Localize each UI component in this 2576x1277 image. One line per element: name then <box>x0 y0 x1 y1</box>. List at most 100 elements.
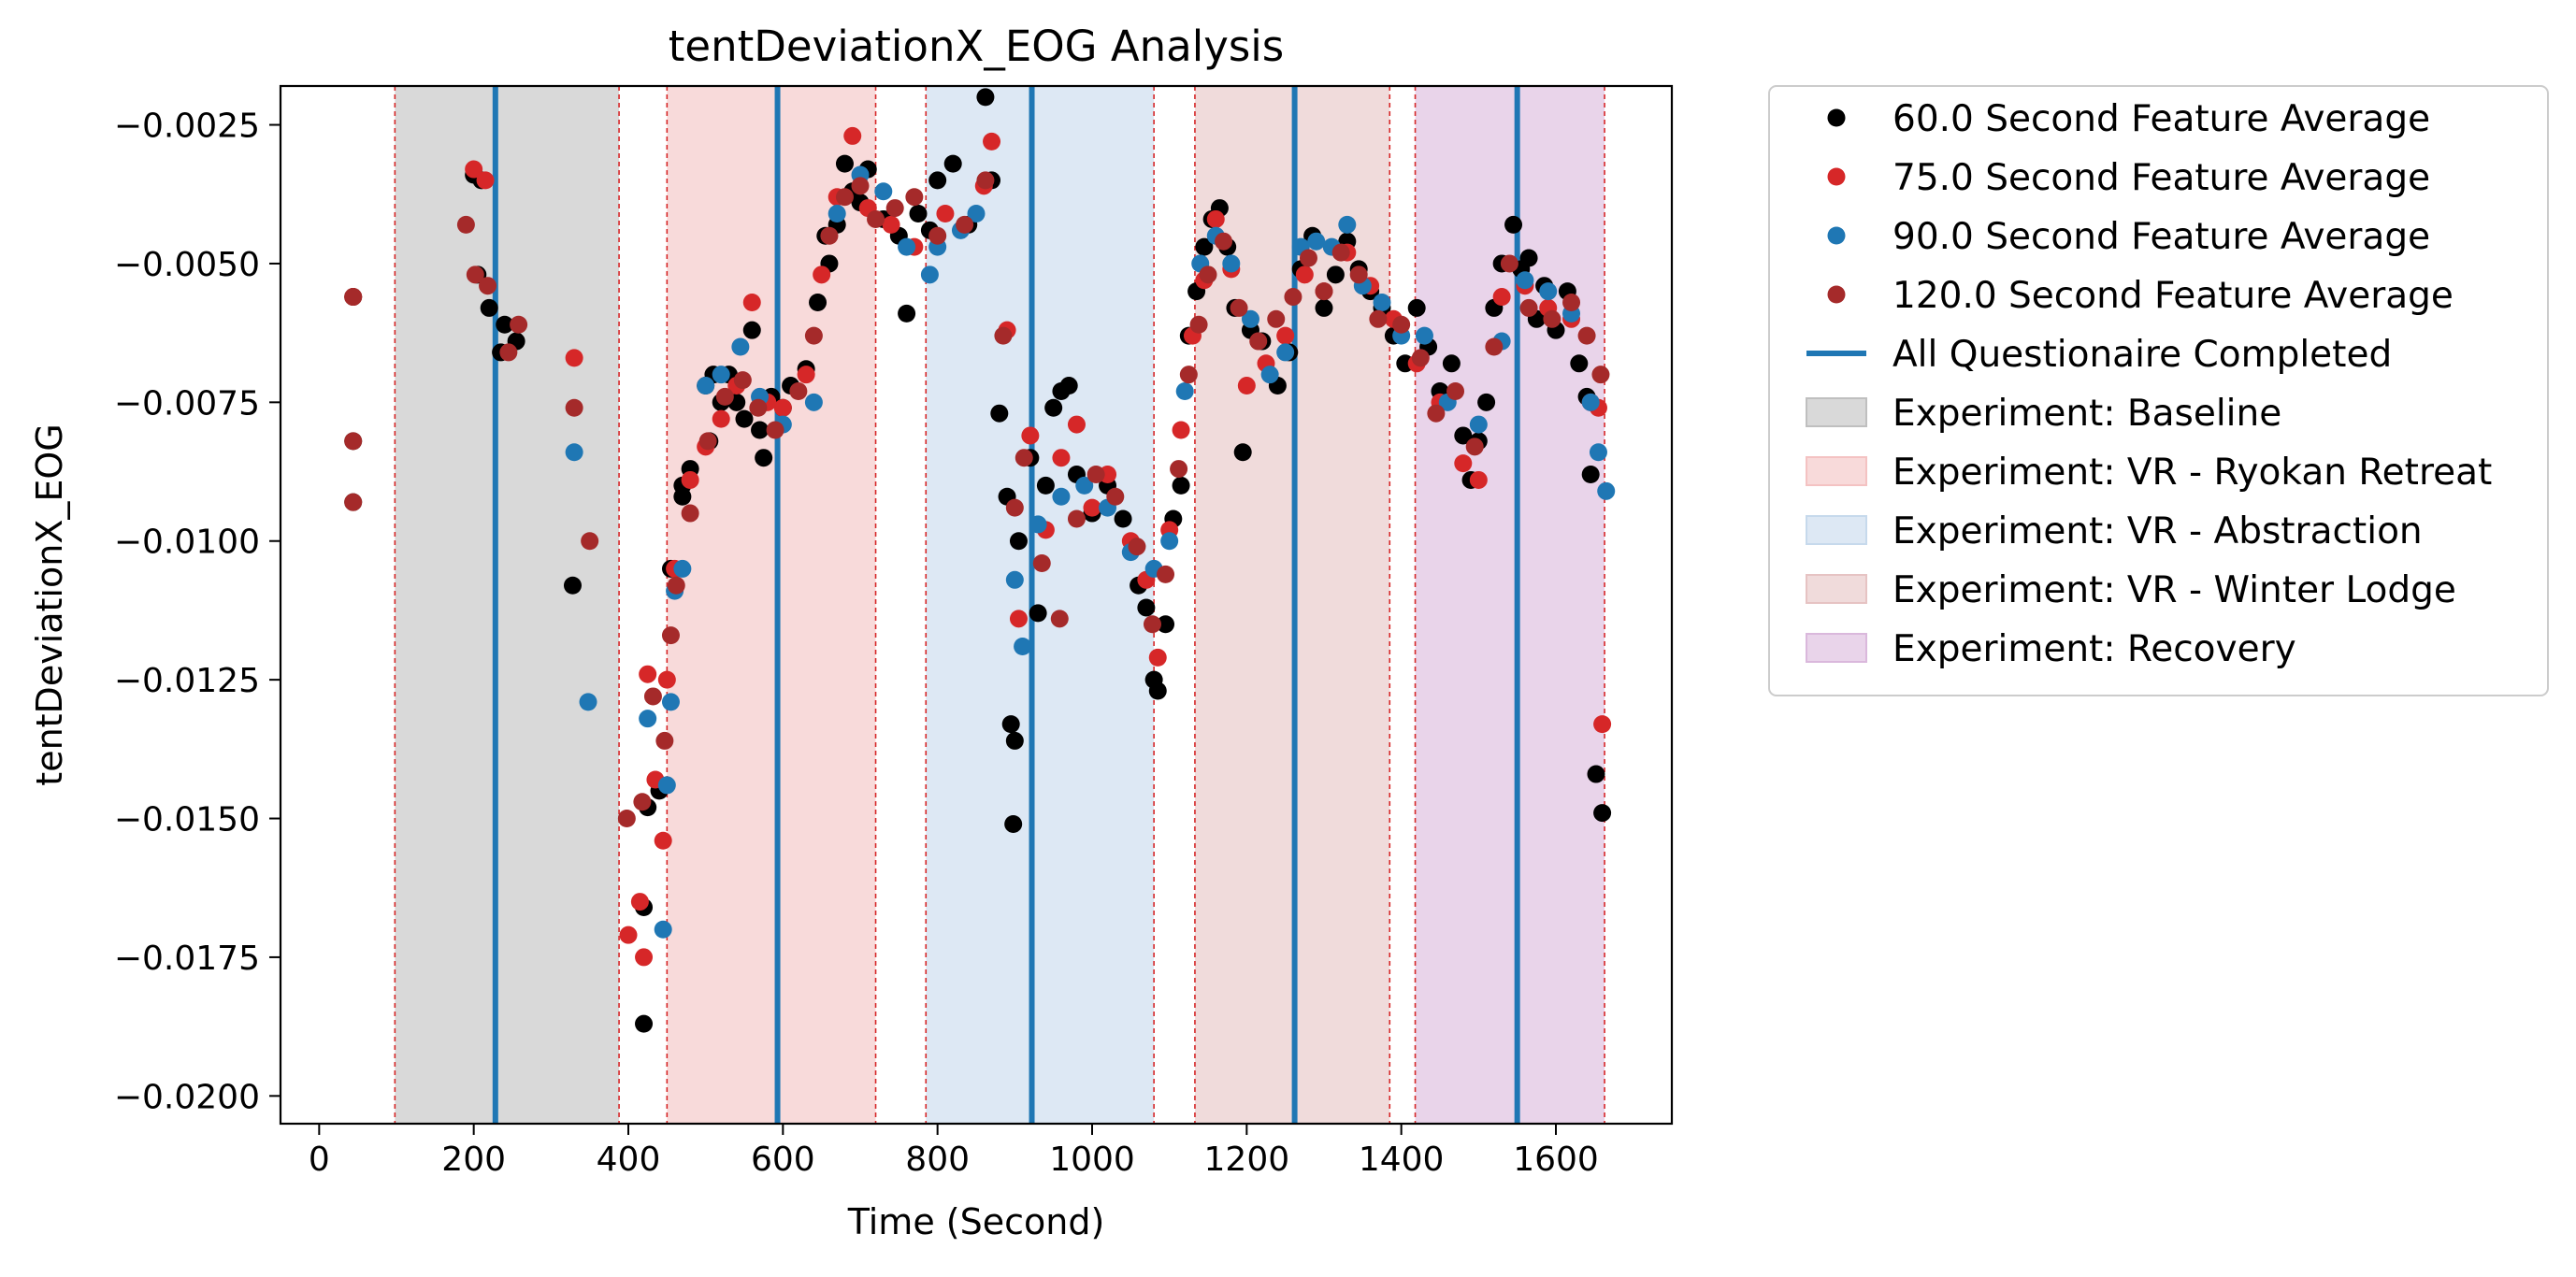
x-tick-label-8: 1600 <box>1513 1141 1599 1179</box>
series-3-point-48 <box>1215 232 1233 251</box>
series-0-point-70 <box>1148 682 1167 700</box>
legend-marker-phase-4 <box>1806 633 1867 663</box>
series-0-point-26 <box>742 321 761 339</box>
series-1-point-6 <box>635 948 654 967</box>
series-2-point-36 <box>1260 366 1279 384</box>
series-1-point-3 <box>565 349 583 367</box>
series-3-point-25 <box>835 188 854 207</box>
legend-box <box>1768 85 2549 696</box>
series-2-point-26 <box>1075 476 1094 495</box>
series-1-point-28 <box>983 132 1001 151</box>
series-3-point-37 <box>1050 610 1069 628</box>
legend-marker-series-2 <box>1827 226 1846 245</box>
series-0-point-62 <box>1059 377 1078 395</box>
series-2-point-50 <box>1539 282 1558 301</box>
series-0-point-44 <box>909 205 928 223</box>
series-3-point-15 <box>667 576 685 595</box>
series-0-point-115 <box>1581 466 1600 484</box>
series-3-point-21 <box>766 421 784 439</box>
legend-label-phase-1: Experiment: VR - Ryokan Retreat <box>1892 452 2492 494</box>
legend-marker-phase-1 <box>1806 456 1867 486</box>
y-tick-label-6: −0.0050 <box>114 246 260 284</box>
series-2-point-52 <box>1581 393 1600 411</box>
series-3-point-13 <box>655 731 674 750</box>
chart-title: tentDeviationX_EOG Analysis <box>669 22 1285 71</box>
series-3-point-66 <box>1543 309 1561 328</box>
series-3-point-8 <box>565 398 583 417</box>
series-1-point-31 <box>1021 426 1040 445</box>
series-2-point-18 <box>920 265 939 284</box>
series-1-point-58 <box>1492 288 1511 307</box>
series-3-point-55 <box>1331 243 1350 262</box>
legend-label-series-2: 90.0 Second Feature Average <box>1892 216 2430 258</box>
series-3-point-11 <box>633 793 652 811</box>
series-2-point-47 <box>1469 415 1488 434</box>
series-1-point-34 <box>1067 415 1086 434</box>
series-3-point-57 <box>1369 309 1388 328</box>
series-0-point-106 <box>1504 215 1523 234</box>
series-1-point-56 <box>1454 454 1473 473</box>
legend-marker-phase-2 <box>1806 515 1867 545</box>
y-axis-label: tentDeviationX_EOG <box>29 423 70 785</box>
series-0-point-89 <box>1326 265 1345 284</box>
series-3-point-20 <box>749 398 768 417</box>
series-3-point-33 <box>994 326 1013 345</box>
series-3-point-3 <box>456 215 475 234</box>
series-1-point-24 <box>882 215 900 234</box>
series-2-point-22 <box>1005 570 1024 589</box>
series-3-point-52 <box>1284 288 1302 307</box>
series-3-point-32 <box>976 171 995 190</box>
legend-label-phase-4: Experiment: Recovery <box>1892 628 2296 670</box>
series-3-point-65 <box>1519 298 1538 317</box>
x-axis-label: Time (Second) <box>847 1201 1105 1242</box>
series-3-point-47 <box>1199 265 1217 284</box>
series-3-point-69 <box>1591 366 1610 384</box>
phase-band-4 <box>1415 86 1605 1124</box>
series-3-point-58 <box>1392 315 1411 334</box>
series-3-point-10 <box>617 810 636 828</box>
series-0-point-43 <box>898 304 916 323</box>
legend-marker-phase-3 <box>1806 574 1867 604</box>
series-0-point-59 <box>1036 476 1055 495</box>
series-3-point-49 <box>1230 298 1248 317</box>
series-1-point-44 <box>1206 209 1225 228</box>
series-3-point-34 <box>1005 498 1024 517</box>
y-tick-label-1: −0.0175 <box>114 940 260 978</box>
series-0-point-27 <box>751 421 770 439</box>
series-3-point-19 <box>733 371 752 390</box>
series-0-point-60 <box>1044 398 1063 417</box>
series-0-point-99 <box>1442 354 1461 373</box>
series-3-point-56 <box>1349 265 1368 284</box>
series-2-point-53 <box>1589 443 1607 462</box>
series-3-point-24 <box>820 226 839 245</box>
series-3-point-2 <box>344 493 363 511</box>
series-0-point-81 <box>1233 443 1252 462</box>
series-0-point-28 <box>755 449 773 467</box>
series-2-point-13 <box>804 393 823 411</box>
series-3-point-46 <box>1189 315 1208 334</box>
series-2-point-7 <box>673 559 692 578</box>
series-2-point-30 <box>1160 532 1179 551</box>
series-3-point-51 <box>1267 309 1286 328</box>
series-3-point-22 <box>789 381 808 400</box>
series-1-point-64 <box>1593 715 1612 734</box>
series-2-point-0 <box>565 443 583 462</box>
y-tick-label-2: −0.0150 <box>114 801 260 839</box>
series-1-point-57 <box>1469 470 1488 489</box>
series-1-point-14 <box>712 409 730 428</box>
series-3-point-62 <box>1465 438 1484 456</box>
series-0-point-47 <box>943 154 962 173</box>
series-3-point-30 <box>928 226 947 245</box>
series-3-point-38 <box>1067 509 1086 528</box>
series-0-point-88 <box>1315 298 1333 317</box>
series-2-point-31 <box>1175 381 1194 400</box>
series-1-point-7 <box>639 665 657 683</box>
series-2-point-4 <box>657 776 676 795</box>
series-0-point-10 <box>563 576 582 595</box>
series-2-point-45 <box>1415 326 1433 345</box>
series-1-point-30 <box>1009 610 1028 628</box>
series-0-point-11 <box>635 1014 654 1033</box>
phase-band-0 <box>395 86 620 1124</box>
series-2-point-16 <box>874 182 893 201</box>
